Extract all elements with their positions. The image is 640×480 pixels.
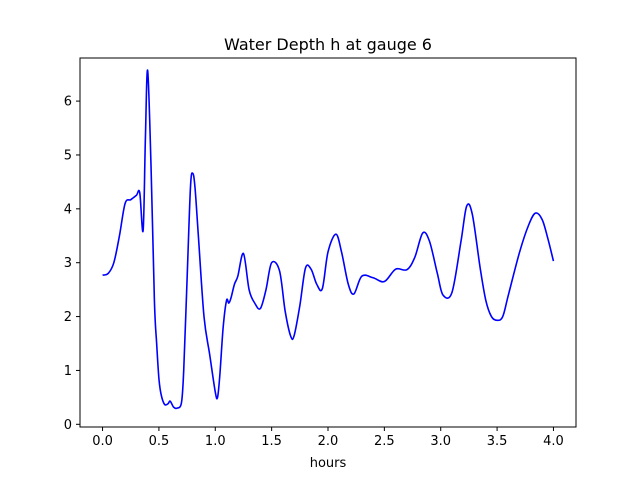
y-axis: 0 1 2 3 4 5 6 [64,95,80,433]
x-tick-label: 4.0 [543,434,564,449]
x-tick-label: 2.0 [318,434,339,449]
x-tick-label: 1.0 [205,434,226,449]
x-tick-label: 3.5 [487,434,508,449]
x-tick-label: 3.0 [430,434,451,449]
x-tick-label: 0.0 [92,434,113,449]
y-tick-label: 0 [64,418,72,433]
y-tick-label: 1 [64,364,72,379]
x-tick-label: 2.5 [374,434,395,449]
x-tick-label: 1.5 [261,434,282,449]
plot-area [102,69,555,410]
x-axis: 0.0 0.5 1.0 1.5 2.0 2.5 3.0 3.5 4.0 [92,427,564,449]
chart-title: Water Depth h at gauge 6 [224,35,432,54]
x-axis-label: hours [310,456,347,471]
y-tick-label: 5 [64,148,72,163]
y-tick-label: 6 [64,95,72,110]
x-tick-label: 0.5 [149,434,170,449]
series-line-0 [102,69,555,410]
y-tick-label: 2 [64,310,72,325]
y-tick-label: 4 [64,202,72,217]
y-tick-label: 3 [64,256,72,271]
